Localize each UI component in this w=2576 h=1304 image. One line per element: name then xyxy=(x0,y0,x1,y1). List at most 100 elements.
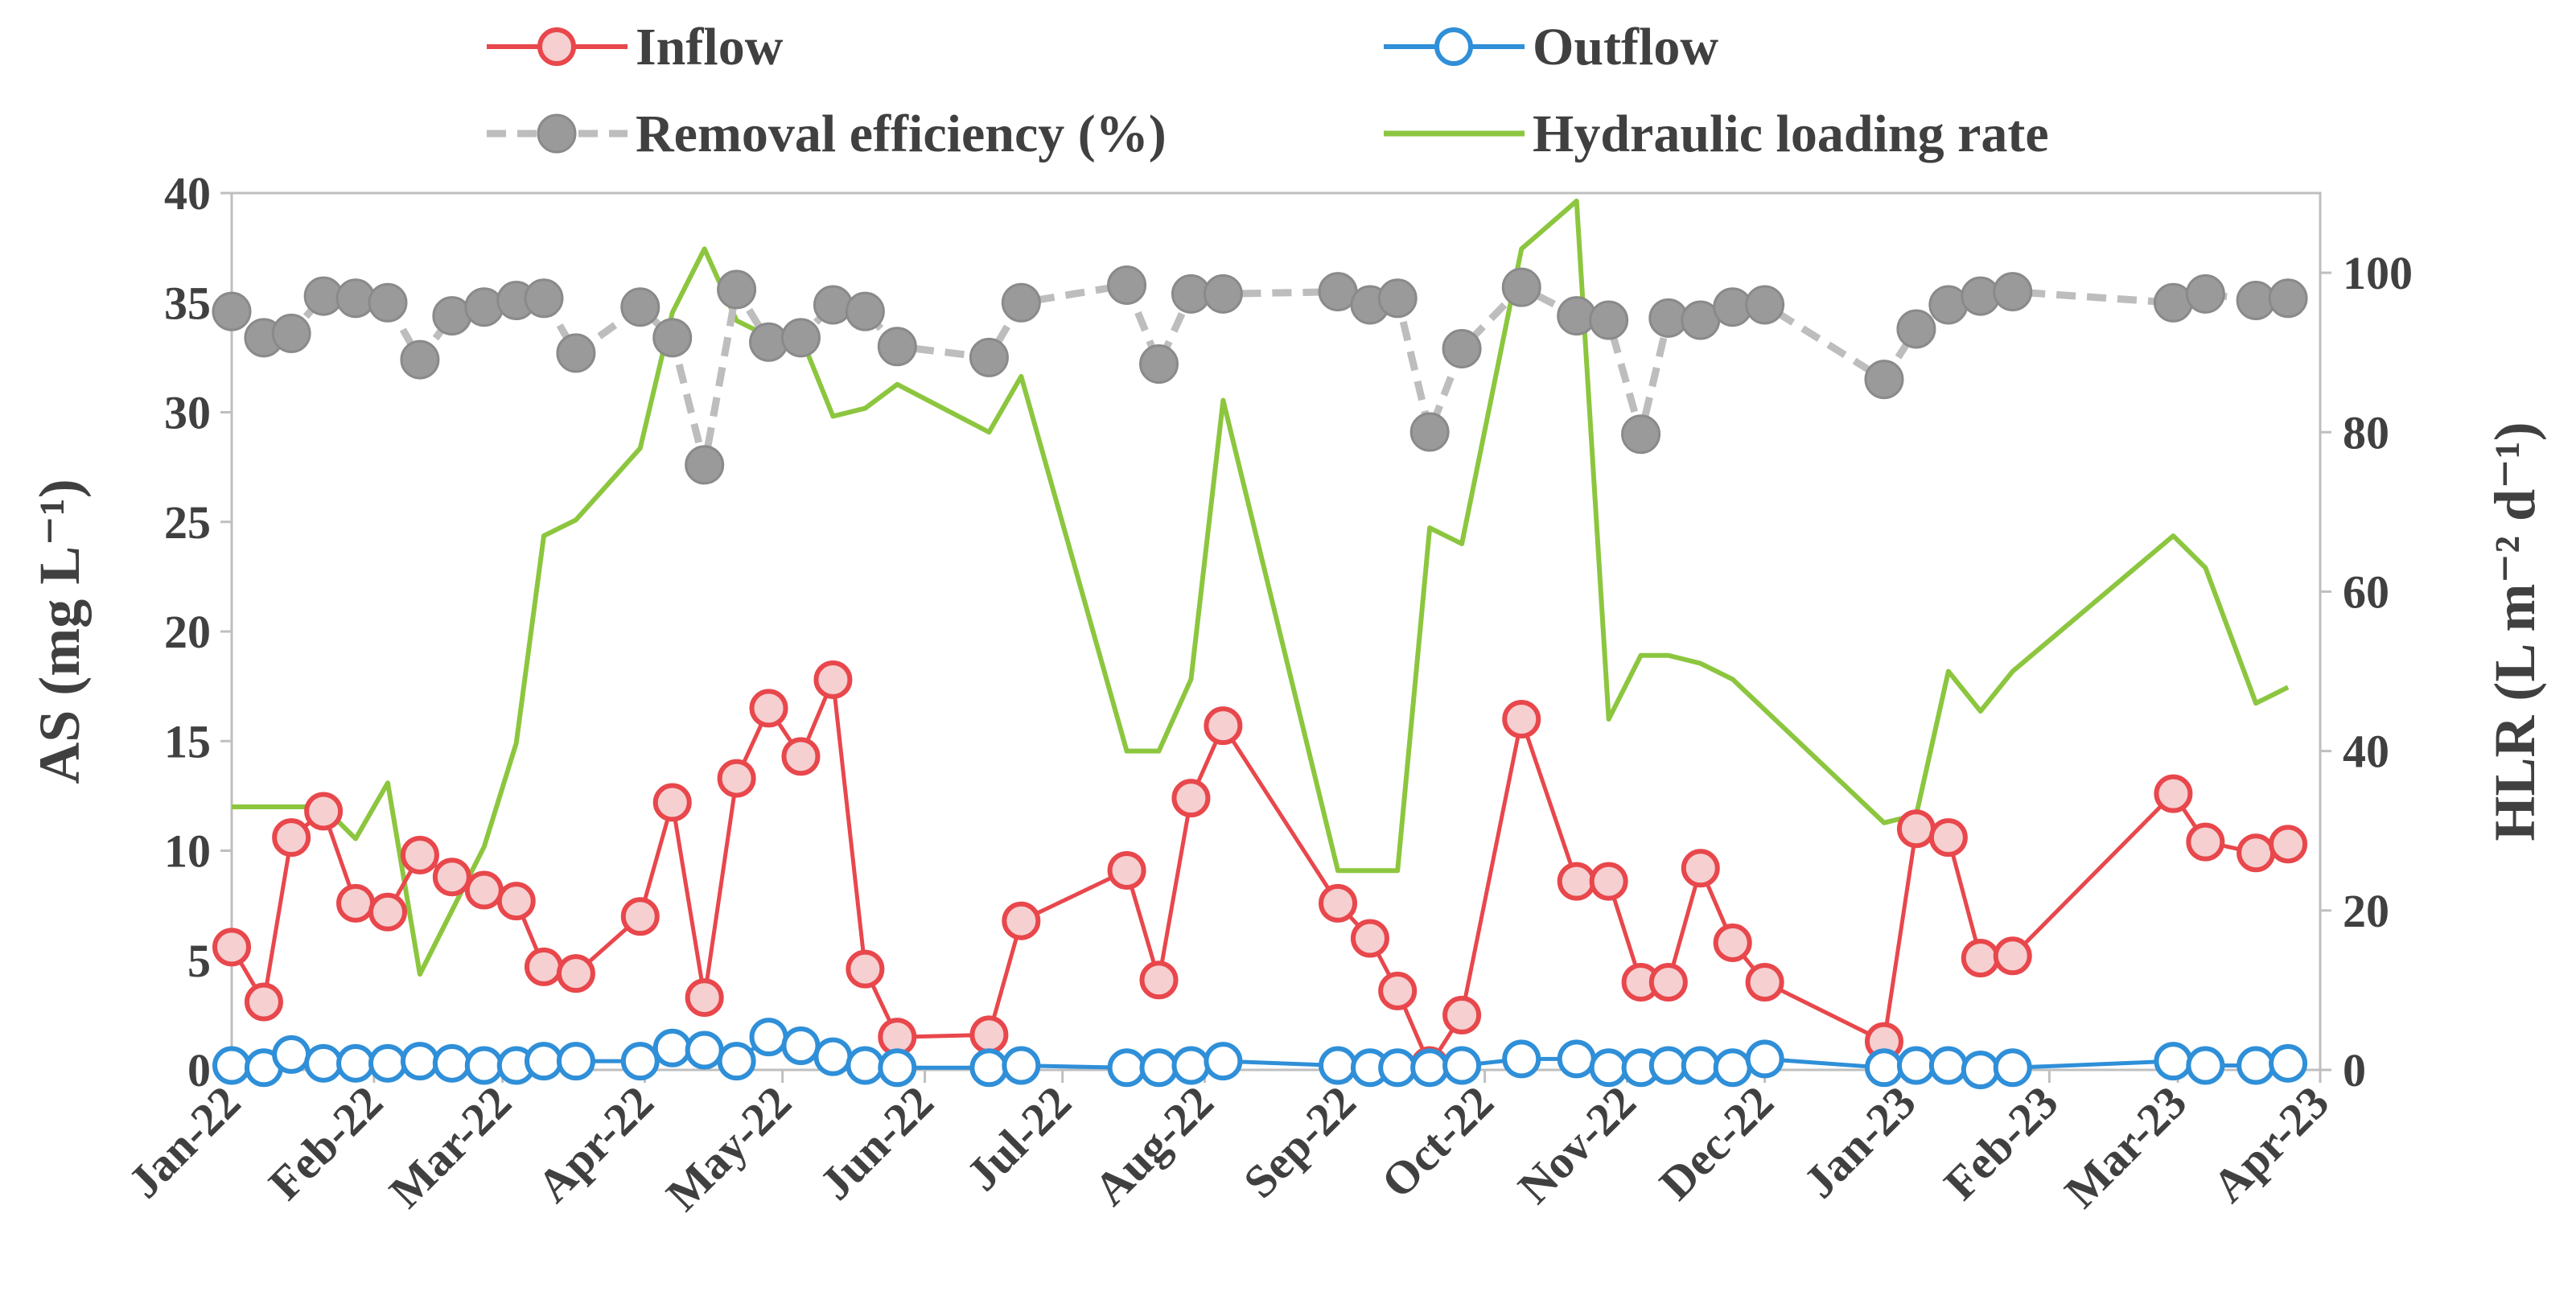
inflow-point xyxy=(1442,995,1482,1035)
removal-efficiency-point xyxy=(969,337,1009,377)
outflow-point xyxy=(1171,1046,1211,1085)
outflow-point xyxy=(304,1043,344,1083)
inflow-point xyxy=(781,737,821,776)
removal-efficiency-point xyxy=(2268,278,2308,319)
inflow-point xyxy=(717,759,756,798)
x-tick-label: Feb-22 xyxy=(258,1076,393,1210)
inflow-point xyxy=(813,660,853,699)
y-right-tick-label: 40 xyxy=(2343,726,2389,778)
removal-efficiency-point xyxy=(685,445,725,485)
x-tick-label: Oct-22 xyxy=(1371,1076,1503,1207)
inflow-point xyxy=(368,892,407,932)
y-right-axis: 0 20 40 60 80 100 xyxy=(2320,247,2413,1096)
outflow-point xyxy=(1204,1042,1243,1081)
inflow-point xyxy=(2237,833,2276,873)
inflow-point xyxy=(496,882,536,921)
x-tick-label: Aug-22 xyxy=(1084,1076,1224,1216)
outflow-point xyxy=(524,1042,563,1081)
removal-efficiency-point xyxy=(717,269,757,310)
removal-efficiency-point xyxy=(1993,272,2033,312)
inflow-point xyxy=(1350,919,1389,958)
inflow-point xyxy=(464,870,504,910)
inflow-point xyxy=(1961,939,2000,978)
y-right-axis-title: HLR (L m⁻² d⁻¹) xyxy=(2483,422,2547,841)
outflow-point xyxy=(1896,1046,1936,1085)
outflow-point xyxy=(1502,1039,1541,1079)
x-tick-label: Jan-22 xyxy=(118,1076,250,1207)
inflow-point xyxy=(400,835,439,874)
removal-efficiency-point xyxy=(845,291,885,331)
inflow-point xyxy=(524,947,563,986)
outflow-point xyxy=(1410,1048,1450,1088)
removal-efficiency-point xyxy=(652,318,693,358)
outflow-point xyxy=(1319,1046,1358,1085)
outflow-point xyxy=(652,1028,692,1067)
outflow-point xyxy=(1993,1048,2032,1088)
y-left-tick-label: 0 xyxy=(187,1044,211,1096)
y-left-axis: 0 5 10 15 20 25 30 35 40 xyxy=(164,167,232,1096)
outflow-point xyxy=(969,1048,1009,1088)
y-right-tick-label: 60 xyxy=(2343,566,2389,618)
y-left-tick-label: 10 xyxy=(164,825,211,878)
outflow-point xyxy=(368,1043,407,1083)
inflow-point xyxy=(304,792,344,831)
inflow-point xyxy=(1896,809,1936,849)
inflow-point xyxy=(1745,963,1784,1002)
removal-efficiency-point xyxy=(780,318,821,358)
removal-efficiency-point xyxy=(1001,282,1041,323)
x-tick-label: Jun-22 xyxy=(809,1076,944,1210)
y-left-tick-label: 25 xyxy=(164,496,211,549)
removal-efficiency-point xyxy=(464,287,504,327)
inflow-point xyxy=(1713,923,1752,962)
x-tick-label: Apr-23 xyxy=(2202,1076,2339,1212)
y-right-tick-label: 100 xyxy=(2343,247,2413,299)
removal-efficiency-point xyxy=(524,278,564,319)
outflow-point xyxy=(1139,1048,1179,1088)
inflow-point xyxy=(1502,700,1541,738)
legend-removal-marker xyxy=(537,113,577,154)
removal-efficiency-point xyxy=(1589,300,1629,340)
removal-efficiency-point xyxy=(813,285,853,325)
removal-efficiency-point xyxy=(1377,278,1418,319)
inflow-point xyxy=(1648,963,1688,1002)
inflow-line xyxy=(229,677,2289,1068)
removal-efficiency-point xyxy=(212,291,252,331)
x-tick-label: Sep-22 xyxy=(1233,1076,1365,1207)
legend-inflow-marker xyxy=(537,27,576,66)
outflow-point xyxy=(400,1042,439,1081)
removal-efficiency-point xyxy=(556,333,596,373)
inflow-point xyxy=(1107,851,1146,891)
removal-efficiency-point xyxy=(1203,274,1243,314)
outflow-point xyxy=(1745,1039,1784,1079)
outflow-point xyxy=(1681,1046,1720,1085)
inflow-point xyxy=(749,689,788,728)
outflow-point xyxy=(1648,1046,1688,1085)
outflow-point xyxy=(717,1042,756,1081)
inflow-point xyxy=(620,897,660,936)
x-tick-label: Apr-22 xyxy=(527,1076,664,1212)
removal-efficiency-point xyxy=(1621,414,1661,455)
x-tick-label: Jul-22 xyxy=(957,1076,1081,1200)
inflow-point xyxy=(336,883,376,923)
outflow-point xyxy=(813,1037,853,1076)
inflow-point xyxy=(1319,883,1358,923)
outflow-point xyxy=(1928,1046,1968,1085)
removal-efficiency-point xyxy=(1501,267,1541,307)
removal-efficiency-point xyxy=(400,339,440,380)
y-right-tick-label: 20 xyxy=(2343,885,2389,937)
inflow-point xyxy=(1139,961,1179,1000)
inflow-point xyxy=(846,949,885,989)
x-tick-label: Nov-22 xyxy=(1508,1076,1645,1213)
outflow-point xyxy=(432,1043,471,1083)
legend-removal-label: Removal efficiency (%) xyxy=(636,105,1167,163)
outflow-point xyxy=(1378,1048,1418,1088)
inflow-point xyxy=(1928,818,1968,858)
inflow-point xyxy=(1204,706,1243,746)
inflow-point xyxy=(1557,862,1596,901)
y-left-tick-label: 35 xyxy=(164,277,211,329)
inflow-point xyxy=(1378,971,1418,1010)
outflow-point xyxy=(212,1046,251,1085)
y-left-tick-label: 20 xyxy=(164,606,211,658)
